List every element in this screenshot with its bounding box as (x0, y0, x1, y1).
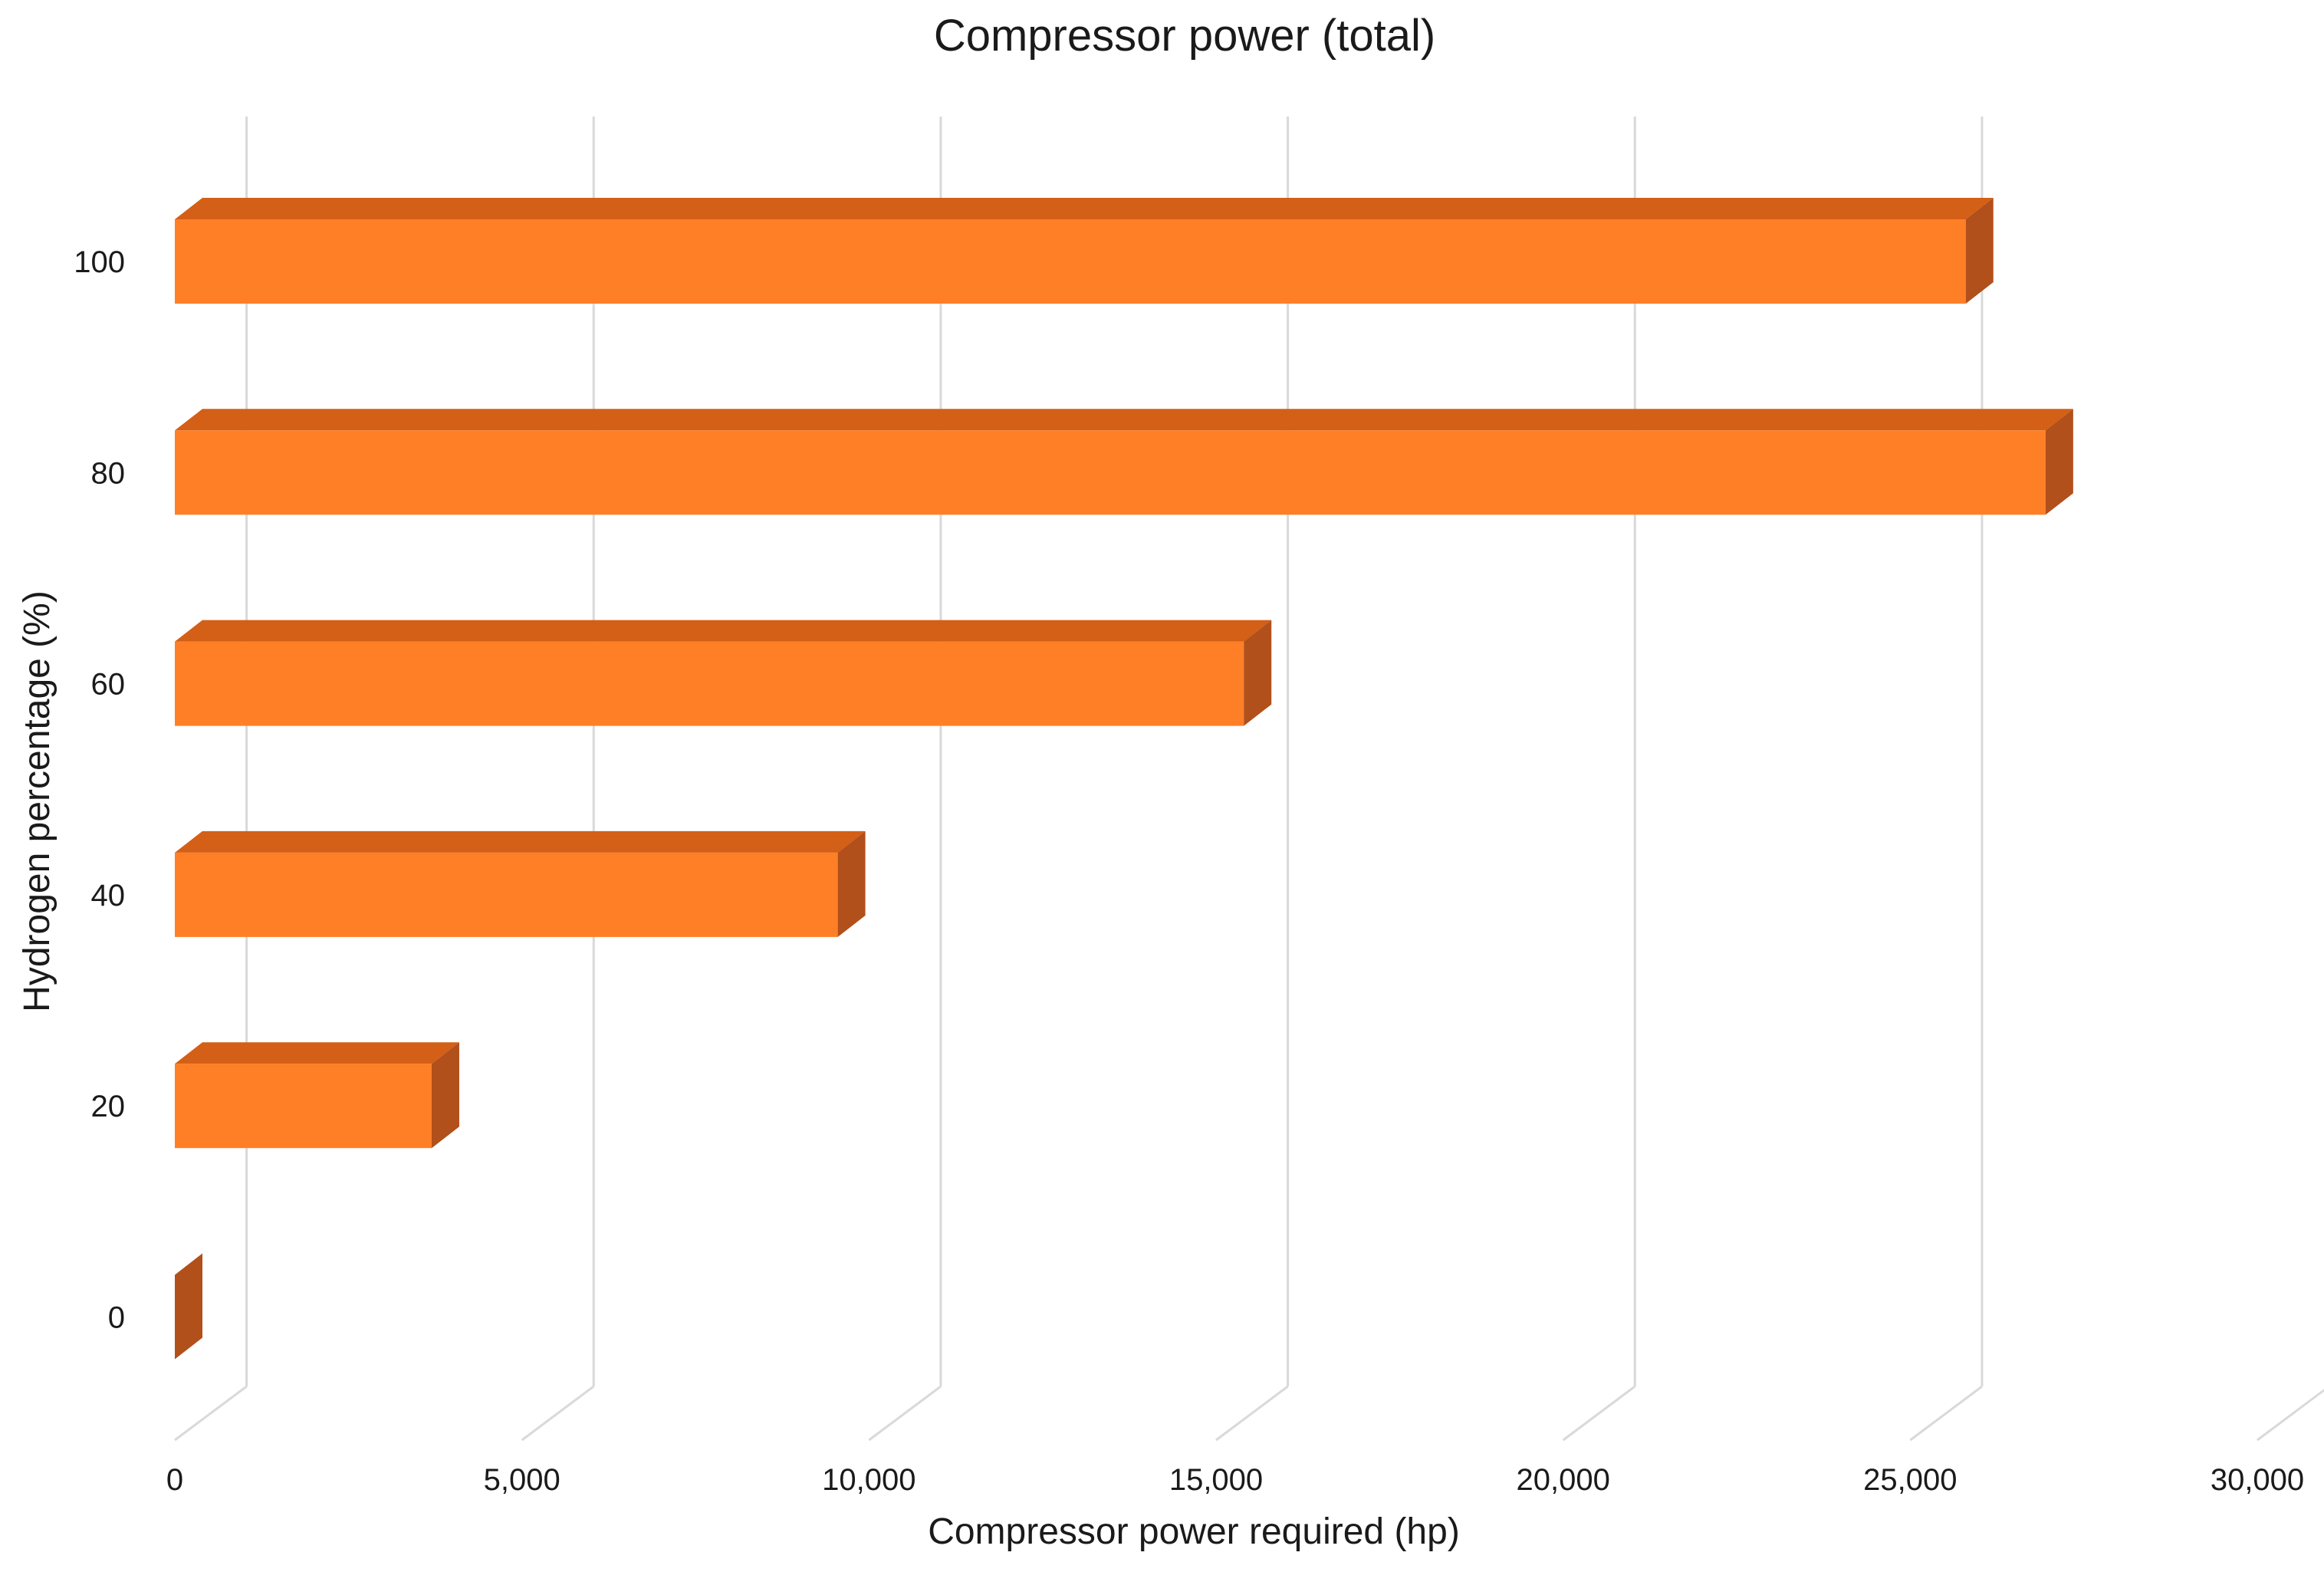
chart-title: Compressor power (total) (934, 11, 1435, 61)
gridline-floor-0 (174, 1385, 248, 1442)
y-axis-label: Hydrogen percentage (%) (17, 590, 58, 1012)
bar-side (1244, 620, 1272, 726)
bar (175, 830, 866, 937)
y-tick-label: 20 (91, 1090, 126, 1123)
gridlines (174, 117, 2324, 1442)
gridline-floor-6 (2257, 1389, 2324, 1442)
x-tick-labels: 0 5,000 10,000 15,000 20,000 25,000 30,000 (166, 1463, 2304, 1497)
y-tick-label: 0 (108, 1301, 125, 1335)
bar (175, 198, 1994, 304)
bar-side (175, 1253, 202, 1360)
gridline-floor-4 (1562, 1385, 1636, 1442)
bar-front (175, 430, 2046, 515)
gridline-floor-2 (868, 1385, 942, 1442)
bar-top (175, 1042, 459, 1064)
y-tick-label: 60 (91, 668, 126, 702)
x-tick-label: 25,000 (1863, 1463, 1957, 1497)
bar-top (175, 830, 866, 853)
y-tick-label: 80 (91, 456, 126, 490)
x-tick-label: 20,000 (1516, 1463, 1609, 1497)
y-tick-label: 40 (91, 879, 126, 913)
gridline-floor-3 (1215, 1385, 1289, 1442)
bar-side (1965, 198, 1994, 304)
bar (175, 409, 2073, 515)
bar-top (175, 620, 1272, 642)
bar-top (175, 198, 1994, 219)
bar (175, 620, 1272, 726)
x-tick-label: 0 (166, 1463, 183, 1497)
bars (175, 198, 2073, 1360)
gridline-floor-1 (521, 1385, 595, 1442)
bar (175, 1253, 202, 1360)
x-tick-label: 15,000 (1169, 1463, 1263, 1497)
x-tick-label: 30,000 (2211, 1463, 2304, 1497)
bar-side (431, 1042, 459, 1149)
bar-front (175, 641, 1244, 726)
gridline-floor-5 (1909, 1385, 1983, 1442)
y-tick-labels: 100 80 60 40 20 0 (74, 245, 125, 1335)
x-tick-label: 5,000 (484, 1463, 560, 1497)
bar (175, 1042, 459, 1149)
y-tick-label: 100 (74, 245, 125, 279)
bar-side (837, 830, 866, 937)
x-tick-label: 10,000 (822, 1463, 915, 1497)
bar-front (175, 1064, 432, 1149)
bar-top (175, 409, 2073, 431)
bar-front (175, 852, 838, 937)
bar-side (2045, 409, 2073, 515)
bar-front (175, 219, 1966, 304)
x-axis-label: Compressor power required (hp) (928, 1511, 1460, 1552)
